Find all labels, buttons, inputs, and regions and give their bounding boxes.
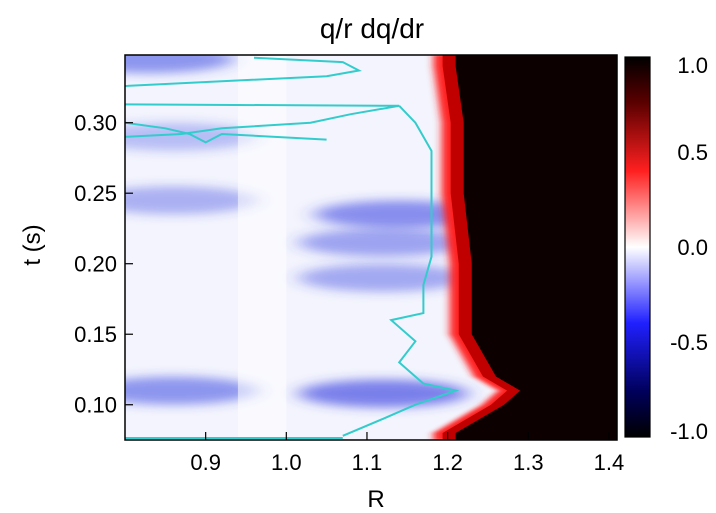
- x-axis-label: R: [367, 486, 384, 513]
- y-tick-label-3: 0.25: [74, 181, 117, 206]
- colorbar-tick-label-2: 0.0: [677, 235, 708, 260]
- colorbar-tick-label-4: -1.0: [670, 419, 708, 444]
- blue-band-0: [298, 379, 469, 408]
- x-tick-label-1: 1.0: [271, 450, 302, 475]
- plot-frame: [124, 54, 618, 441]
- black-positive-region: [455, 55, 617, 440]
- zero-contour-main: [342, 105, 460, 437]
- blue-band-7: [125, 55, 235, 74]
- blue-band-6: [125, 122, 259, 151]
- y-tick-label-0: 0.10: [74, 393, 117, 418]
- colorbar-tick-label-3: -0.5: [670, 330, 708, 355]
- zero-contour-island-2: [125, 56, 362, 87]
- y-axis: 0.10 0.15 0.20 0.25 0.30: [74, 111, 133, 418]
- zero-contour-island-1: [125, 121, 327, 144]
- white-column: [237, 55, 287, 440]
- colorbar-tick-label-0: 1.0: [677, 53, 708, 78]
- plot-area: [125, 55, 617, 440]
- blue-band-5: [125, 186, 259, 215]
- x-tick-label-4: 1.3: [513, 450, 544, 475]
- chart-title: q/r dq/dr: [320, 13, 424, 44]
- positive-region-layer: [433, 55, 617, 440]
- blue-band-3: [298, 228, 469, 257]
- zero-contour-layer: [125, 56, 460, 439]
- colorbar-tick-label-1: 0.5: [677, 140, 708, 165]
- y-tick-label-1: 0.15: [74, 322, 117, 347]
- blue-band-4: [314, 200, 485, 229]
- x-tick-label-2: 1.1: [352, 450, 383, 475]
- x-tick-label-0: 0.9: [190, 450, 221, 475]
- y-tick-label-4: 0.30: [74, 111, 117, 136]
- colorbar-frame: [624, 56, 651, 438]
- x-tick-label-5: 1.4: [594, 450, 625, 475]
- colorbar-ticks: 1.0 0.5 0.0 -0.5 -1.0: [670, 53, 708, 444]
- blue-band-1: [125, 376, 259, 405]
- y-axis-label: t (s): [19, 224, 46, 265]
- blue-band-layer: [125, 55, 485, 440]
- x-axis: 0.9 1.0 1.1 1.2 1.3 1.4: [190, 432, 624, 475]
- y-tick-label-2: 0.20: [74, 252, 117, 277]
- blue-band-2: [298, 263, 469, 292]
- zero-contour-island-0: [125, 103, 400, 138]
- x-tick-label-3: 1.2: [432, 450, 463, 475]
- colorbar: [625, 57, 650, 437]
